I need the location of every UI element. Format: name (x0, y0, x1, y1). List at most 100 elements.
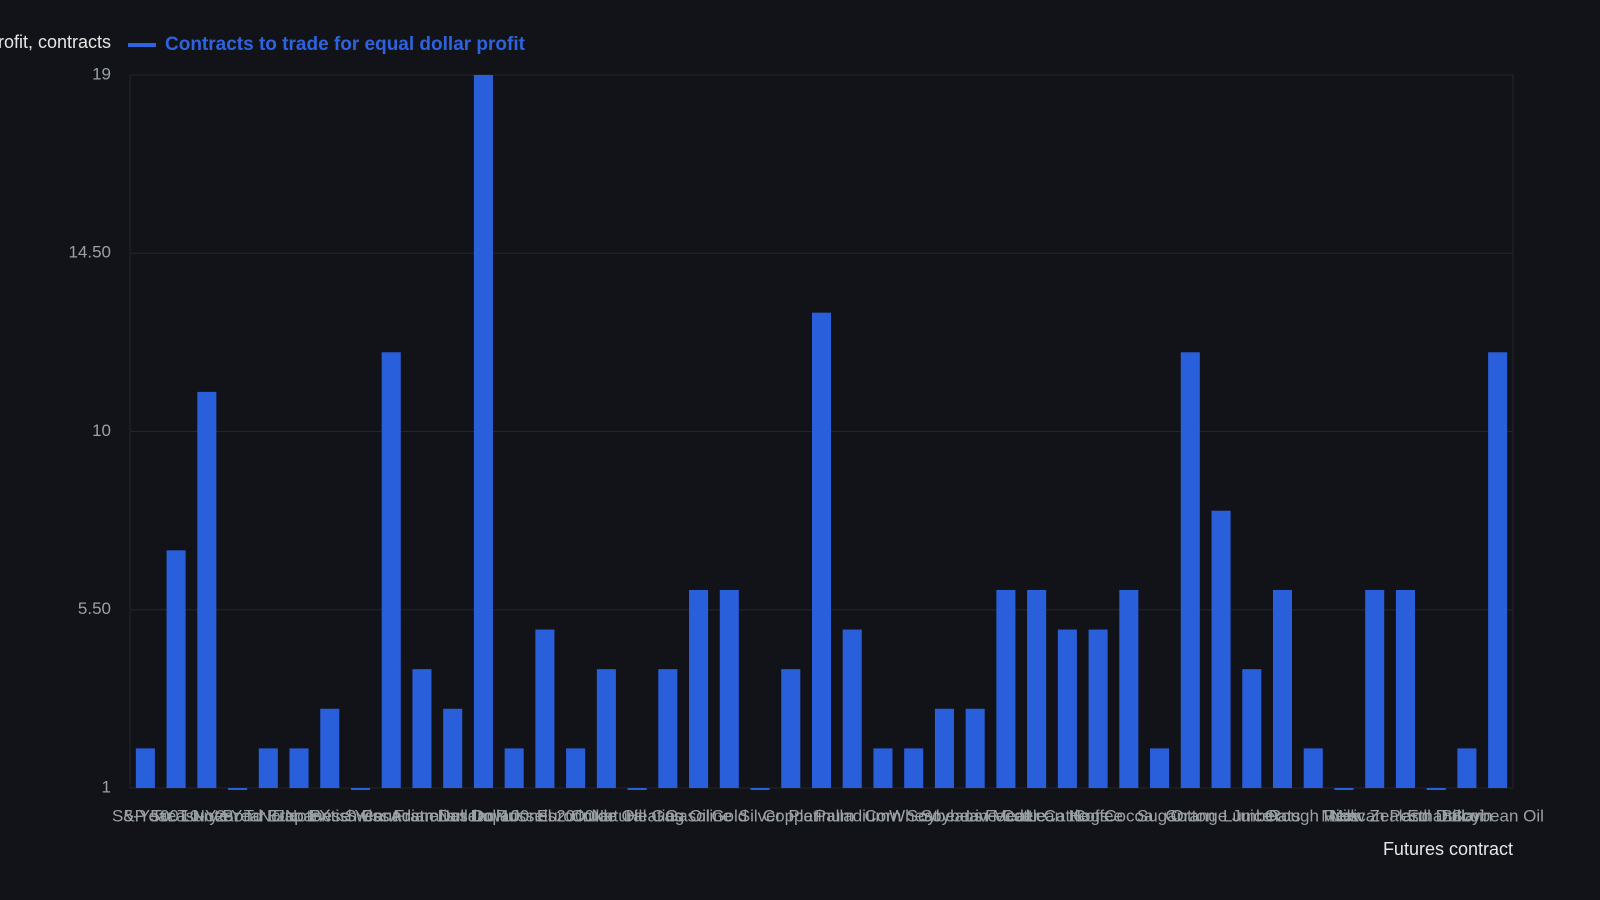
bar (1488, 352, 1508, 788)
legend-label: Contracts to trade for equal dollar prof… (165, 34, 526, 55)
bar (473, 75, 493, 788)
bar (1057, 629, 1077, 788)
bar (289, 748, 309, 788)
bar (1150, 748, 1170, 788)
bar (1211, 510, 1231, 788)
x-tick-label: Cotton (1165, 806, 1215, 825)
x-tick-label: 10-Year T-Note (180, 806, 294, 825)
bar (535, 629, 555, 788)
x-tick-label: Corn (865, 806, 902, 825)
bar (566, 748, 586, 788)
x-tick-label: Bitcoin (1441, 806, 1492, 825)
x-tick-label: Milk (1329, 806, 1360, 825)
x-tick-label: Dow Jones (472, 806, 556, 825)
x-tick-label: Copper (763, 806, 819, 825)
bar (750, 788, 770, 790)
x-axis-title: Futures contract (1383, 839, 1513, 859)
bar (1088, 629, 1108, 788)
bar (934, 708, 954, 788)
y-tick-label: 5.50 (78, 599, 111, 618)
bar (504, 748, 524, 788)
bar (443, 708, 463, 788)
x-tick-label: Feeder Cattle (985, 806, 1088, 825)
x-tick-label: Soybean Meal (921, 806, 1030, 825)
bar (350, 788, 371, 790)
bar (873, 748, 893, 788)
x-tick-label: Treasury Bond (151, 806, 262, 825)
x-tick-label: Silver (739, 806, 782, 825)
bar (996, 589, 1016, 788)
y-tick-label: 10 (92, 421, 111, 440)
x-tick-label: Swiss Franc (345, 806, 438, 825)
x-tick-label: Sugar (1137, 806, 1183, 825)
bar (627, 788, 647, 790)
x-tick-label: Nasdaq 100 (438, 806, 530, 825)
bar (965, 708, 985, 788)
x-tick-label: Japanese Yen (276, 806, 383, 825)
bar (842, 629, 862, 788)
x-tick-label: Soybean Oil (1451, 806, 1544, 825)
bar (1365, 589, 1385, 788)
y-tick-label: 19 (92, 64, 111, 83)
bar (320, 708, 340, 788)
x-tick-label: British Pound (310, 806, 411, 825)
x-tick-label: Coffee (1073, 806, 1123, 825)
bar (1334, 788, 1354, 790)
x-tick-label: Cocoa (1104, 806, 1154, 825)
y-tick-label: 1 (102, 777, 111, 796)
bar (811, 312, 832, 788)
y-tick-label: 14.50 (68, 243, 111, 262)
bar (904, 748, 924, 788)
bar (1119, 589, 1139, 788)
x-tick-label: Wheat (889, 806, 938, 825)
bar (719, 589, 739, 788)
bar (381, 352, 401, 788)
x-tick-label: Heating Oil (626, 806, 710, 825)
bar (1242, 669, 1262, 788)
bar (1395, 589, 1415, 788)
y-axis-title: Equal dollar profit, contracts (0, 32, 111, 52)
x-tick-label: Eurodollar (537, 806, 615, 825)
x-tick-label: Rough Rice (1269, 806, 1358, 825)
x-tick-label: Mexican Peso (1321, 806, 1428, 825)
bar (258, 748, 278, 788)
bar (412, 669, 432, 788)
x-tick-label: Euro FX (268, 806, 330, 825)
x-tick-label: Gold (711, 806, 747, 825)
bar (1426, 788, 1446, 790)
x-tick-label: Lumber (1223, 806, 1281, 825)
x-tick-label: Palladium (815, 806, 890, 825)
x-tick-label: Soybeans (907, 806, 983, 825)
bar (1272, 589, 1293, 788)
x-tick-label: S&P 500 (112, 806, 179, 825)
bar (1027, 589, 1047, 788)
bar (1180, 352, 1200, 788)
x-tick-label: Natural Gas (592, 806, 683, 825)
bar (166, 550, 186, 788)
x-tick-label: 2-Year T-Note (216, 806, 321, 825)
bar (781, 669, 801, 788)
bar (197, 391, 217, 788)
bar (1303, 748, 1323, 788)
x-tick-label: Crude Oil (570, 806, 642, 825)
bar (135, 748, 155, 788)
x-tick-label: New Zealand Dollar (1331, 806, 1481, 825)
bar (689, 589, 709, 788)
x-tick-label: Lean Hogs (1026, 806, 1108, 825)
x-tick-label: Ethanol (1407, 806, 1465, 825)
bar (228, 788, 248, 790)
bar (658, 669, 678, 788)
bar (596, 669, 616, 788)
x-tick-label: Oats (1265, 806, 1301, 825)
x-tick-label: Gasoline (665, 806, 732, 825)
x-tick-label: Live Cattle (966, 806, 1046, 825)
bar (1457, 748, 1477, 788)
x-tick-label: Canadian Dollar (361, 806, 483, 825)
x-tick-label: Russell 2000 (496, 806, 594, 825)
x-tick-label: Australian Dollar (390, 806, 515, 825)
x-tick-label: Orange Juice (1170, 806, 1271, 825)
x-tick-label: Platinum (788, 806, 854, 825)
x-tick-label: 5-Year T-Note (124, 806, 229, 825)
